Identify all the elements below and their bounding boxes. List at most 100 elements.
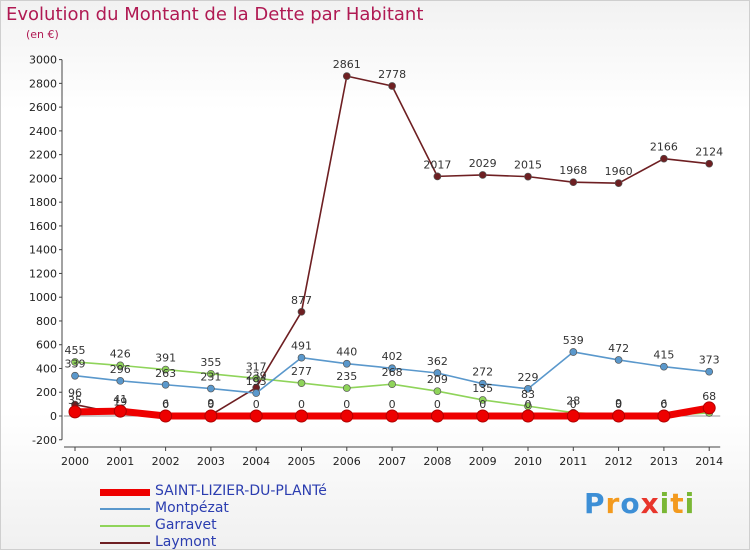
data-label: 440: [336, 346, 357, 359]
data-label: 362: [427, 355, 448, 368]
data-point: [204, 409, 218, 423]
x-tick-label: 2004: [242, 455, 270, 468]
data-label: 209: [427, 373, 448, 386]
data-label: 373: [699, 354, 720, 367]
data-label: 0: [570, 398, 577, 411]
y-tick-label: 1000: [29, 291, 57, 304]
data-point: [660, 362, 668, 371]
legend-swatch: [100, 542, 150, 544]
legend-swatch: [100, 508, 150, 510]
data-point: [569, 348, 578, 356]
data-label: 41: [113, 393, 127, 406]
legend-label: Laymont: [155, 534, 217, 550]
data-label: 235: [336, 370, 357, 383]
y-tick-label: 600: [36, 339, 57, 352]
data-point: [297, 379, 306, 387]
data-label: 229: [518, 371, 539, 384]
data-label: 0: [389, 398, 396, 411]
data-point: [161, 365, 170, 374]
y-tick-label: 400: [36, 362, 57, 375]
data-point: [660, 154, 668, 163]
x-tick-label: 2012: [605, 455, 633, 468]
data-label: 296: [110, 363, 131, 376]
legend-item: Garravet: [100, 517, 400, 535]
data-label: 9: [615, 397, 622, 410]
data-label: 339: [65, 358, 86, 371]
data-label: 68: [702, 390, 716, 403]
x-tick-label: 2010: [514, 455, 542, 468]
y-tick-label: 1800: [29, 196, 57, 209]
data-point: [612, 409, 626, 423]
x-tick-label: 2007: [378, 455, 406, 468]
legend: SAINT-LIZIER-DU-PLANTé Montpézat Garrave…: [100, 483, 400, 552]
data-point: [657, 409, 671, 423]
data-point: [342, 384, 351, 392]
data-label: 402: [382, 350, 403, 363]
data-point: [71, 358, 79, 366]
data-point: [252, 374, 261, 383]
data-label: 0: [343, 398, 350, 411]
data-point: [388, 82, 396, 90]
data-label: 135: [472, 382, 493, 395]
data-label: 539: [563, 334, 584, 347]
data-point: [524, 172, 532, 181]
data-label: 2124: [695, 146, 723, 159]
legend-swatch: [100, 525, 150, 527]
data-label: 1968: [559, 164, 587, 177]
data-label: 0: [207, 398, 214, 411]
data-label: 96: [68, 387, 82, 400]
data-point: [705, 367, 714, 376]
data-point: [159, 409, 173, 423]
data-point: [614, 356, 623, 364]
data-label: 877: [291, 294, 312, 307]
data-label: 6: [162, 397, 169, 410]
data-label: 193: [246, 375, 267, 388]
data-point: [340, 409, 354, 423]
x-tick-label: 2006: [333, 455, 361, 468]
data-point: [388, 380, 396, 389]
x-tick-label: 2014: [695, 455, 723, 468]
logo-letter: x: [640, 487, 660, 520]
data-point: [161, 380, 170, 389]
data-point: [297, 307, 306, 316]
data-point: [207, 384, 215, 393]
data-point: [68, 405, 82, 419]
data-point: [252, 389, 261, 397]
x-tick-label: 2008: [423, 455, 451, 468]
data-label: 9: [207, 397, 214, 410]
data-point: [207, 369, 215, 378]
logo-letter: i: [684, 487, 696, 520]
data-label: 2166: [650, 141, 678, 154]
logo-letter: o: [620, 487, 641, 520]
data-point: [430, 409, 444, 423]
data-point: [295, 409, 308, 423]
data-point: [614, 179, 623, 188]
data-label: 28: [566, 395, 580, 408]
data-label: 2017: [423, 158, 451, 171]
data-point: [433, 369, 442, 377]
data-point: [385, 409, 399, 423]
data-point: [476, 409, 490, 423]
data-label: 0: [660, 398, 667, 411]
data-label: 272: [472, 366, 493, 379]
data-point: [566, 409, 580, 423]
logo-letter: i: [659, 487, 671, 520]
data-point: [702, 401, 716, 415]
data-label: 1960: [605, 165, 633, 178]
data-label: 35: [68, 394, 82, 407]
data-point: [524, 384, 532, 393]
data-label: 6: [660, 397, 667, 410]
legend-label: SAINT-LIZIER-DU-PLANTé: [155, 483, 327, 499]
data-label: 19: [113, 396, 127, 409]
data-label: 317: [246, 360, 267, 373]
data-label: 0: [162, 398, 169, 411]
data-point: [569, 178, 578, 187]
data-point: [705, 159, 714, 168]
data-point: [433, 172, 442, 181]
data-label: 0: [253, 398, 260, 411]
legend-label: Montpézat: [155, 500, 229, 516]
data-label: 268: [382, 366, 403, 379]
chart-title: Evolution du Montant de la Dette par Hab…: [6, 4, 424, 25]
